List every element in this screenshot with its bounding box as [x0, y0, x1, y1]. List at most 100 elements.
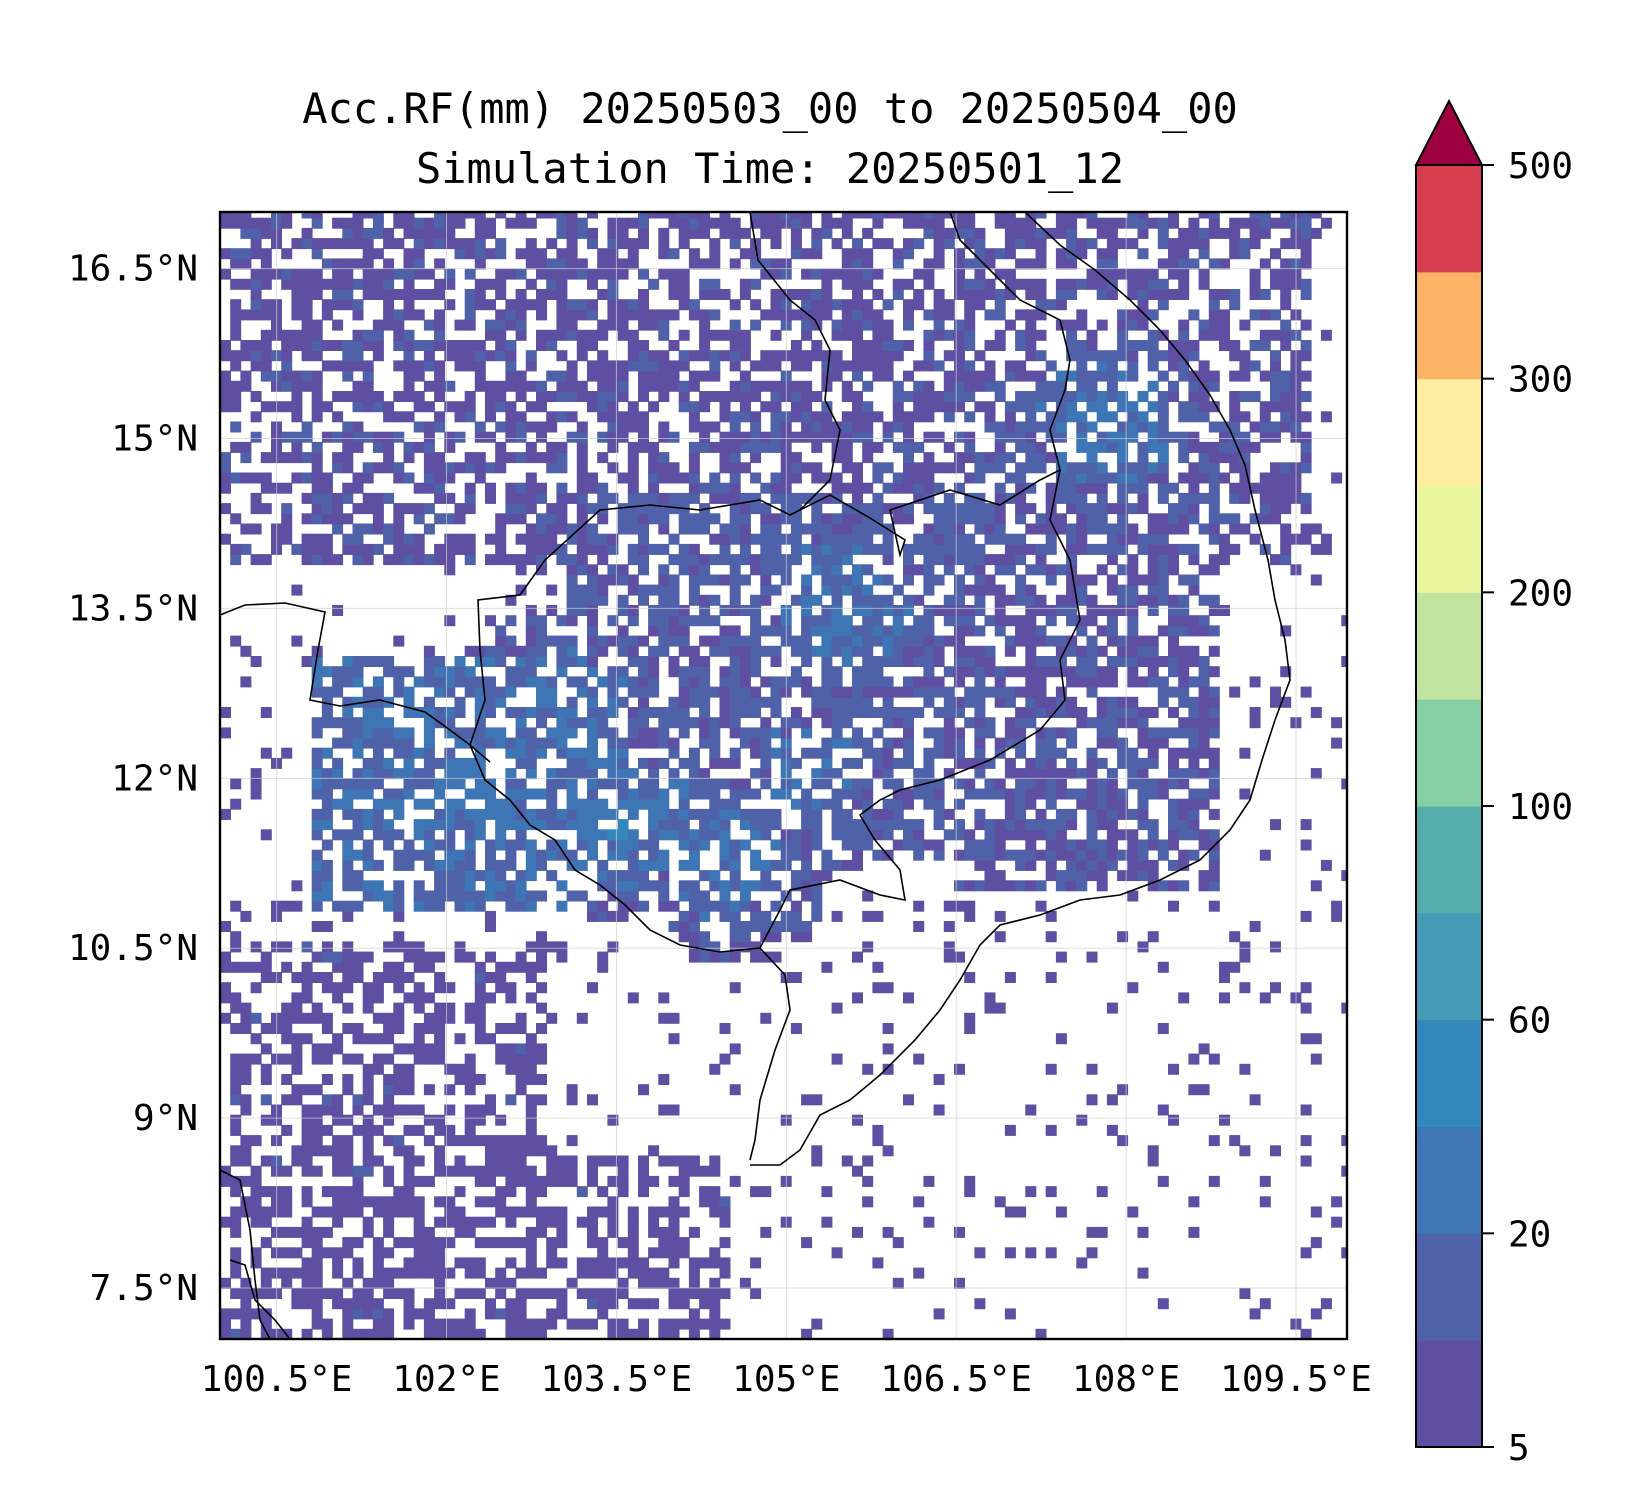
- rain-cell: [505, 615, 517, 627]
- rain-cell: [739, 533, 751, 545]
- rain-cell: [444, 757, 456, 769]
- rain-cell: [515, 431, 527, 443]
- rain-cell: [862, 676, 874, 688]
- rain-cell: [423, 798, 435, 810]
- rain-cell: [729, 645, 741, 657]
- rain-cell: [943, 350, 955, 362]
- rain-cell: [332, 1043, 344, 1055]
- rain-cell: [1249, 421, 1261, 433]
- rain-cell: [1137, 421, 1149, 433]
- rain-cell: [923, 645, 935, 657]
- rain-cell: [1127, 859, 1139, 871]
- rain-cell: [801, 543, 813, 555]
- rain-cell: [321, 513, 333, 525]
- rain-cell: [352, 543, 364, 555]
- rain-cell: [678, 615, 690, 627]
- rain-cell: [1137, 594, 1149, 606]
- rain-cell: [1270, 686, 1281, 698]
- rain-cell: [556, 717, 568, 729]
- rain-cell: [332, 1165, 344, 1177]
- rain-cell: [291, 309, 303, 321]
- rain-cell: [311, 319, 323, 331]
- rain-cell: [413, 707, 425, 718]
- rain-cell: [505, 1145, 517, 1157]
- rain-cell: [760, 543, 772, 555]
- rain-cell: [964, 757, 976, 769]
- rain-cell: [423, 441, 435, 453]
- rain-cell: [362, 717, 374, 729]
- rain-cell: [872, 757, 884, 769]
- rain-cell: [423, 1247, 435, 1259]
- rain-cell: [668, 808, 680, 820]
- rain-cell: [1168, 839, 1179, 851]
- rain-cell: [556, 1308, 568, 1320]
- rain-cell: [750, 808, 762, 820]
- rain-cell: [454, 951, 466, 963]
- rain-cell: [321, 278, 333, 290]
- rain-cell: [821, 268, 833, 280]
- rain-cell: [587, 788, 598, 800]
- rain-cell: [352, 401, 364, 413]
- rain-cell: [525, 788, 537, 800]
- rain-cell: [1076, 798, 1088, 810]
- rain-cell: [383, 452, 395, 464]
- rain-cell: [719, 666, 731, 678]
- rain-cell: [688, 523, 700, 535]
- rain-cell: [1055, 727, 1067, 739]
- rain-cell: [352, 676, 364, 688]
- rain-cell: [607, 401, 619, 413]
- rain-cell: [617, 605, 629, 616]
- rain-cell: [342, 1328, 354, 1339]
- rain-cell: [474, 696, 486, 708]
- rain-cell: [821, 778, 833, 790]
- rain-cell: [454, 411, 466, 423]
- rain-cell: [1117, 421, 1129, 433]
- rain-cell: [230, 278, 242, 290]
- rain-cell: [485, 1094, 496, 1106]
- rain-cell: [668, 1226, 680, 1238]
- rain-cell: [617, 503, 629, 515]
- rain-cell: [903, 411, 914, 423]
- rain-cell: [954, 594, 965, 606]
- rain-cell: [1015, 737, 1027, 749]
- rain-cell: [1096, 737, 1108, 749]
- rain-cell: [403, 1186, 415, 1198]
- rain-cell: [291, 1094, 303, 1106]
- rain-cell: [882, 747, 894, 759]
- rain-cell: [678, 1298, 690, 1310]
- rain-cell: [994, 380, 1006, 392]
- rain-cell: [699, 1196, 711, 1208]
- rain-cell: [790, 645, 802, 657]
- rain-cell: [434, 839, 446, 851]
- rain-cell: [587, 656, 598, 667]
- rain-cell: [525, 1175, 537, 1187]
- rain-cell: [311, 808, 323, 820]
- rain-cell: [1208, 686, 1220, 698]
- rain-cell: [525, 1145, 537, 1157]
- rain-cell: [1045, 829, 1057, 841]
- rain-cell: [281, 431, 293, 443]
- rain-cell: [536, 309, 547, 321]
- rain-cell: [281, 513, 293, 525]
- rain-cell: [352, 421, 364, 433]
- rain-cell: [587, 910, 598, 922]
- rain-cell: [1249, 482, 1261, 494]
- rain-cell: [1157, 554, 1169, 566]
- rain-cell: [1086, 656, 1098, 667]
- rain-cell: [362, 329, 374, 341]
- rain-cell: [739, 329, 751, 341]
- rain-cell: [801, 727, 813, 739]
- rain-cell: [525, 972, 537, 983]
- rain-cell: [699, 1165, 711, 1177]
- rain-cell: [1035, 543, 1047, 555]
- rain-cell: [648, 1267, 660, 1279]
- rain-cell: [525, 1186, 537, 1198]
- rain-cell: [423, 462, 435, 474]
- rain-cell: [220, 350, 231, 362]
- rain-cell: [342, 1196, 354, 1208]
- rain-cell: [525, 727, 537, 739]
- rain-cell: [362, 808, 374, 820]
- rain-cell: [933, 319, 945, 331]
- rain-cell: [505, 961, 517, 973]
- rain-cell: [536, 849, 547, 861]
